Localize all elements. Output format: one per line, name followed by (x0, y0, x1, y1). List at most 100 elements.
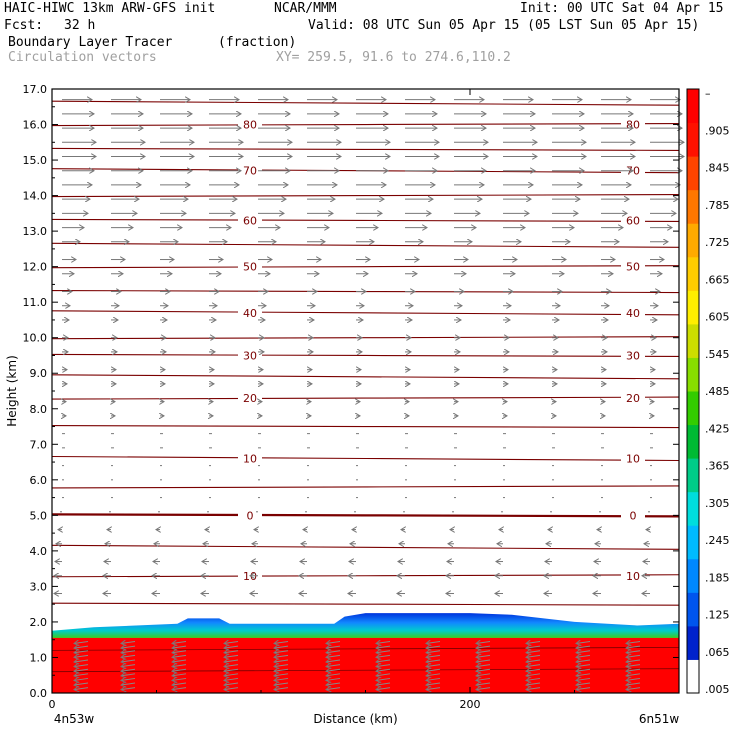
y-tick-label: 17.0 (23, 83, 48, 96)
colorbar-label: .725 (705, 236, 730, 249)
contour-line (51, 194, 680, 198)
colorbar-label: .365 (705, 460, 730, 473)
vector-arrow (576, 660, 591, 662)
vector-arrow (224, 651, 239, 653)
vector-arrow (526, 688, 541, 690)
colorbar-swatch (687, 357, 699, 392)
vector-arrow (576, 688, 591, 690)
vector-arrow (74, 683, 89, 685)
contour-label-bg (621, 259, 645, 272)
vector-arrow (172, 651, 187, 653)
vector-arrow (224, 683, 239, 685)
vector-arrow (74, 641, 89, 643)
vector-arrow (526, 665, 541, 667)
vector-arrow (326, 641, 341, 643)
vector-arrow (576, 674, 591, 676)
xy-range: XY= 259.5, 91.6 to 274.6,110.2 (276, 50, 511, 65)
contour-line (51, 353, 680, 358)
vector-arrow (224, 665, 239, 667)
vector-arrow (476, 678, 491, 680)
vector-arrow (476, 655, 491, 657)
vector-arrow (376, 674, 391, 676)
vector-arrow (274, 655, 289, 657)
colorbar-label: .545 (705, 348, 730, 361)
contour-label: 50 (243, 261, 257, 274)
contour-label-bg (621, 451, 645, 464)
vector-arrow (326, 665, 341, 667)
vector-arrow (376, 688, 391, 690)
vector-arrow (426, 669, 441, 671)
y-tick-label: 3.0 (30, 580, 48, 593)
vector-arrow (121, 683, 136, 685)
vector-arrow (224, 655, 239, 657)
colorbar-label: .065 (705, 646, 730, 659)
vector-arrow (74, 665, 89, 667)
vector-arrow (121, 646, 136, 648)
colorbar-label: .305 (705, 497, 730, 510)
vector-arrow (376, 683, 391, 685)
vector-arrow (626, 674, 641, 676)
contour-label: 60 (243, 214, 257, 227)
y-tick-label: 8.0 (30, 403, 48, 416)
colorbar-label: .485 (705, 385, 730, 398)
vector-arrow (626, 683, 641, 685)
vector-arrow (526, 660, 541, 662)
contour-label: 50 (626, 261, 640, 274)
colorbar-label: .245 (705, 534, 730, 547)
field-units: (fraction) (218, 35, 297, 50)
colorbar-swatch (687, 625, 699, 660)
vector-arrow (526, 678, 541, 680)
vector-arrow (172, 683, 187, 685)
vector-arrow (476, 665, 491, 667)
y-tick-label: 4.0 (30, 545, 48, 558)
vector-arrow (172, 688, 187, 690)
colorbar-swatch (687, 458, 699, 493)
contour-label-bg (238, 259, 262, 272)
contour-line (51, 455, 680, 462)
contour-label-bg (238, 451, 262, 464)
vector-arrow (426, 688, 441, 690)
contour-label-bg (238, 163, 262, 176)
vector-arrow (274, 646, 289, 648)
vector-arrow (224, 669, 239, 671)
colorbar-swatch (687, 323, 699, 358)
colorbar-swatch (687, 659, 699, 694)
contour-label: 80 (243, 119, 257, 132)
vector-arrow (376, 665, 391, 667)
x-tick-label: 200 (460, 698, 481, 711)
vector-arrow (476, 688, 491, 690)
vector-arrow (426, 683, 441, 685)
contour-line (51, 336, 680, 340)
vector-arrow (376, 669, 391, 671)
colorbar-swatch (687, 290, 699, 325)
y-tick-label: 10.0 (23, 332, 48, 345)
init-time: Init: 00 UTC Sat 04 Apr 15 (520, 1, 724, 16)
colorbar-swatch (687, 491, 699, 526)
contour-label: 40 (626, 307, 640, 320)
vector-arrow (172, 646, 187, 648)
vector-arrow (274, 674, 289, 676)
contour-line (51, 242, 680, 248)
vector-arrow (626, 655, 641, 657)
overlay-name: Circulation vectors (8, 50, 157, 65)
vector-arrow (121, 641, 136, 643)
vector-arrow (74, 655, 89, 657)
contour-line (51, 265, 680, 269)
contour-line (51, 513, 680, 518)
vector-arrow (526, 674, 541, 676)
vector-arrow (376, 678, 391, 680)
contour-line (51, 668, 680, 673)
y-tick-label: 0.0 (30, 687, 48, 700)
vector-arrow (326, 674, 341, 676)
vector-arrow (326, 646, 341, 648)
x-tick-label: 0 (49, 698, 56, 711)
vector-arrow (576, 669, 591, 671)
vector-arrow (526, 683, 541, 685)
vector-arrow (576, 651, 591, 653)
vector-arrow (326, 683, 341, 685)
vector-arrow (426, 646, 441, 648)
contour-line (51, 485, 680, 489)
y-tick-label: 1.0 (30, 651, 48, 664)
vector-arrow (74, 660, 89, 662)
y-tick-label: 13.0 (23, 225, 48, 238)
